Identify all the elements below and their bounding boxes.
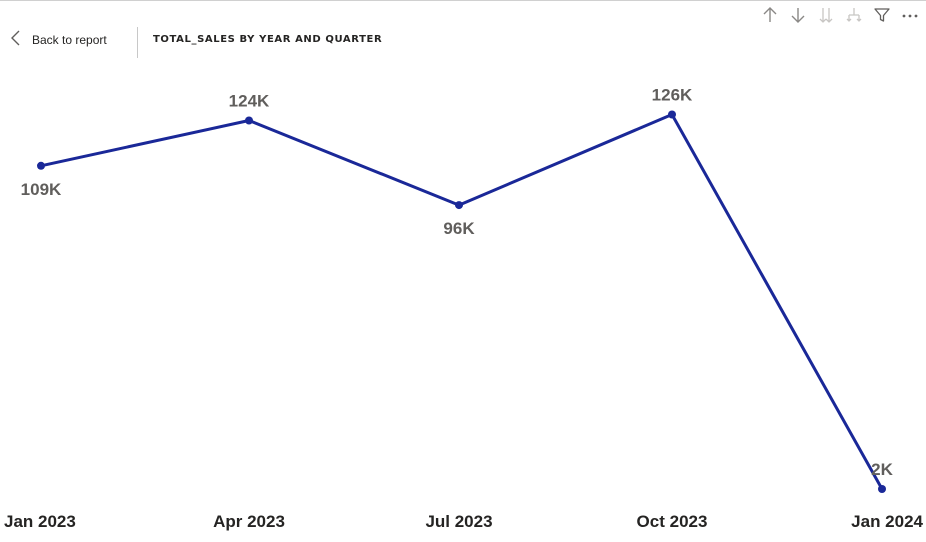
filter-icon[interactable] [870, 4, 894, 26]
header-divider [137, 27, 138, 58]
back-to-report-button[interactable]: Back to report [10, 28, 107, 52]
double-arrow-down-icon[interactable] [814, 4, 838, 26]
visual-toolbar [758, 4, 922, 26]
x-tick-label-3: Jul 2023 [425, 512, 492, 531]
x-tick-label-2: Apr 2023 [213, 512, 285, 531]
chevron-left-icon [10, 30, 22, 51]
x-axis: Jan 2023 Apr 2023 Jul 2023 Oct 2023 Jan 2024 [4, 512, 924, 531]
arrow-up-icon[interactable] [758, 4, 782, 26]
data-point-3[interactable] [455, 201, 463, 210]
x-tick-label-1: Jan 2023 [4, 512, 76, 531]
series-line [40, 112, 884, 490]
x-tick-label-4: Oct 2023 [637, 512, 708, 531]
data-label-4: 126K [652, 86, 693, 105]
top-border [0, 0, 926, 1]
data-point-1[interactable] [37, 161, 45, 170]
data-point-2[interactable] [245, 116, 253, 125]
arrow-down-icon[interactable] [786, 4, 810, 26]
more-options-icon[interactable] [898, 4, 922, 26]
series-layer [37, 110, 886, 493]
data-point-4[interactable] [668, 110, 676, 119]
back-to-report-label: Back to report [32, 33, 107, 47]
x-tick-label-5: Jan 2024 [851, 512, 923, 531]
data-point-5[interactable] [878, 485, 886, 493]
expand-hierarchy-icon[interactable] [842, 4, 866, 26]
data-label-2: 124K [229, 92, 270, 111]
visual-header: Back to report TOTAL_SALES BY YEAR AND Q… [0, 24, 926, 58]
data-label-layer: 109K 124K 96K 126K 2K [21, 86, 894, 480]
data-label-3: 96K [443, 219, 475, 238]
visual-title: TOTAL_SALES BY YEAR AND QUARTER [153, 34, 383, 45]
data-label-5: 2K [871, 460, 893, 479]
data-label-1: 109K [21, 180, 62, 199]
